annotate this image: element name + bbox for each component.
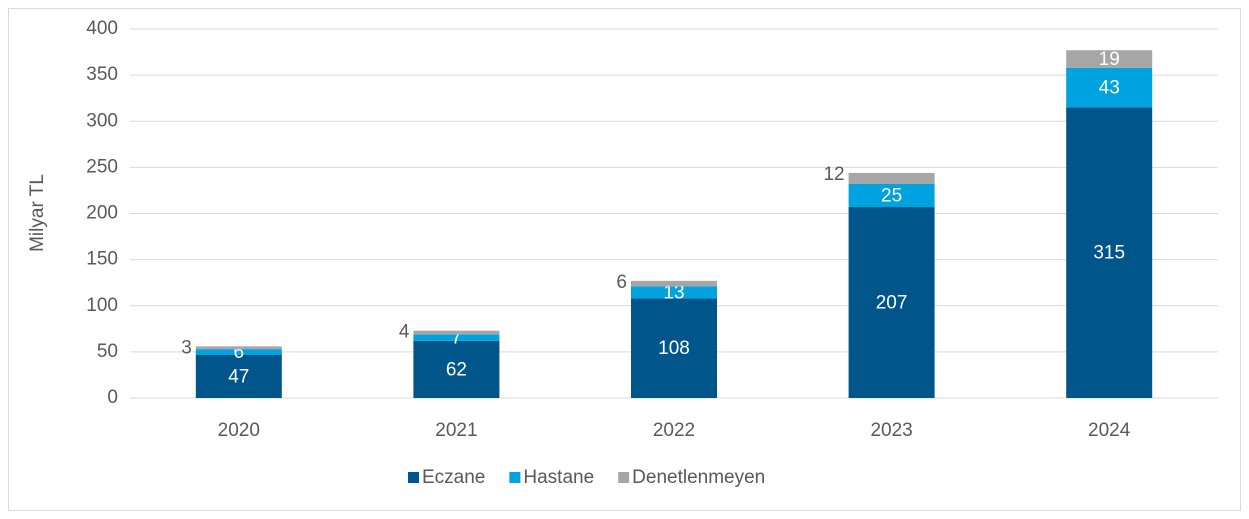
x-tick-label: 2021 xyxy=(435,420,477,441)
bar-segment xyxy=(848,183,935,208)
data-label: 19 xyxy=(1099,49,1120,70)
data-label: 43 xyxy=(1099,78,1120,99)
data-label: 108 xyxy=(658,338,690,359)
bar-segment xyxy=(195,354,282,398)
bar-segment xyxy=(1066,67,1153,108)
y-tick-label: 100 xyxy=(86,295,118,316)
data-label: 47 xyxy=(228,366,249,387)
data-label: 3 xyxy=(181,337,192,358)
y-tick-label: 350 xyxy=(86,64,118,85)
y-tick-label: 50 xyxy=(97,341,118,362)
y-tick-label: 400 xyxy=(86,18,118,39)
bar-segment xyxy=(413,330,500,335)
y-tick-label: 300 xyxy=(86,110,118,131)
bar-segment xyxy=(848,172,935,184)
bar-segment xyxy=(848,207,935,398)
y-tick-label: 0 xyxy=(107,387,118,408)
y-axis-title: Milyar TL xyxy=(27,174,48,252)
bar-segment xyxy=(413,334,500,341)
legend-label: Denetlenmeyen xyxy=(632,467,765,488)
x-tick-label: 2024 xyxy=(1088,420,1131,441)
data-label: 13 xyxy=(663,282,684,303)
x-tick-label: 2020 xyxy=(218,420,260,441)
data-label: 4 xyxy=(399,322,410,343)
bar-segment xyxy=(631,280,717,287)
x-tick-label: 2022 xyxy=(653,420,695,441)
bar-segment xyxy=(1066,50,1153,68)
bar-segment xyxy=(195,349,282,355)
legend-swatch xyxy=(618,472,630,483)
y-tick-label: 200 xyxy=(86,203,118,224)
bar-segment xyxy=(631,298,717,398)
legend-label: Hastane xyxy=(523,467,594,488)
data-label: 315 xyxy=(1093,243,1125,264)
bar-segment xyxy=(195,346,282,350)
bar-segment xyxy=(413,340,500,398)
data-label: 6 xyxy=(234,342,245,363)
y-tick-label: 150 xyxy=(86,249,118,270)
y-tick-label: 250 xyxy=(86,156,118,177)
legend-swatch xyxy=(408,472,419,483)
bar-segment xyxy=(1066,107,1153,398)
legend-label: Eczane xyxy=(422,467,485,488)
x-tick-label: 2023 xyxy=(870,420,912,441)
bar-segment xyxy=(631,286,717,299)
data-label: 62 xyxy=(446,359,467,380)
data-label: 25 xyxy=(881,186,902,207)
data-label: 207 xyxy=(876,293,908,314)
data-label: 7 xyxy=(451,328,462,349)
data-label: 12 xyxy=(823,164,844,185)
data-label: 6 xyxy=(616,272,627,293)
legend-swatch xyxy=(509,472,521,483)
